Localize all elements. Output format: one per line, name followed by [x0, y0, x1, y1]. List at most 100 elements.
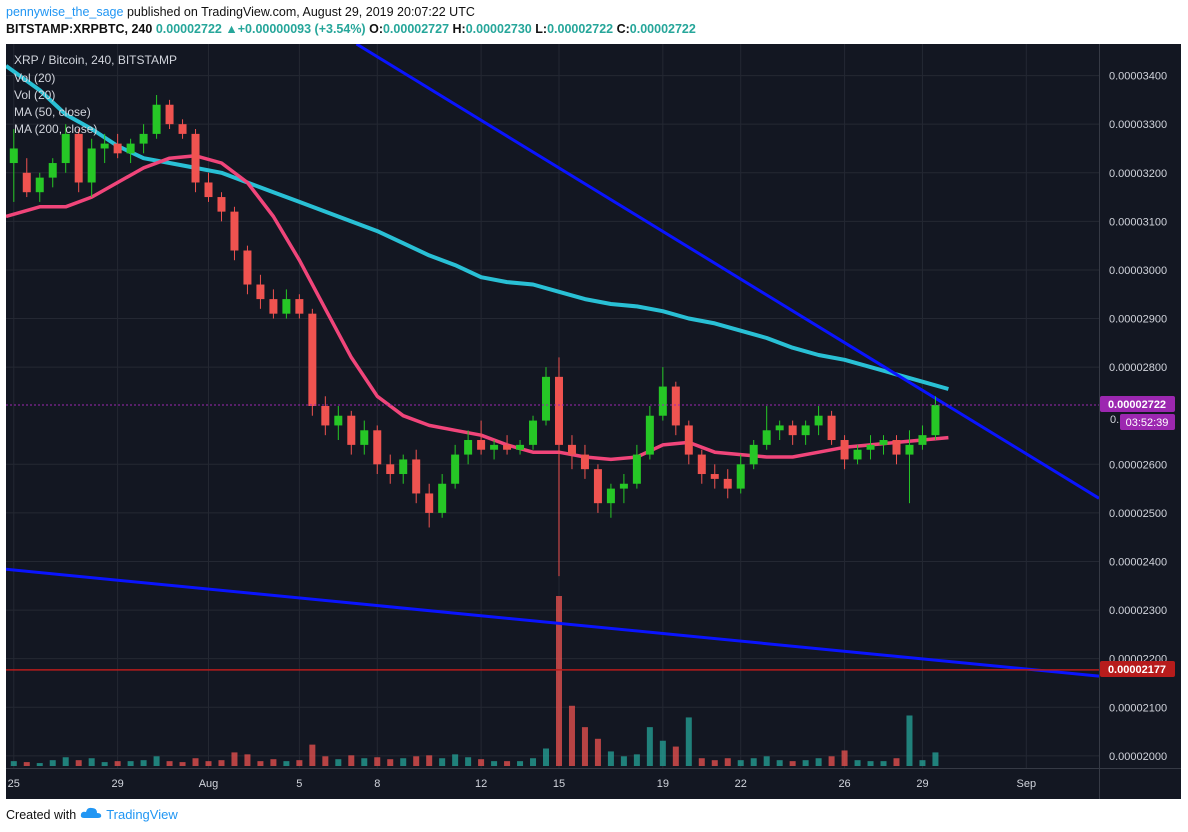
legend-vol-1: Vol (20) — [14, 71, 55, 85]
volume-bar — [88, 758, 95, 766]
tradingview-brand[interactable]: TradingView — [106, 807, 178, 822]
candle-body — [918, 435, 927, 445]
low-value: 0.00002722 — [547, 22, 614, 36]
volume-bar — [568, 705, 575, 766]
candle-body — [619, 483, 628, 489]
volume-bar — [179, 762, 186, 766]
volume-bar — [530, 758, 537, 766]
volume-bar — [763, 756, 770, 766]
volume-bar — [633, 754, 640, 766]
legend-vol-2: Vol (20) — [14, 88, 55, 102]
candle-body — [879, 440, 888, 445]
volume-bar — [711, 760, 718, 766]
volume-bar — [698, 758, 705, 766]
publish-header: pennywise_the_sage published on TradingV… — [6, 4, 475, 21]
volume-bar — [452, 754, 459, 766]
candle-body — [723, 478, 732, 489]
candle-body — [204, 182, 213, 198]
volume-bar — [231, 752, 238, 766]
candle-body — [658, 386, 667, 416]
volume-bar — [153, 756, 160, 766]
price-tick-label: 0.00002100 — [1109, 702, 1167, 714]
volume-bar — [244, 754, 251, 766]
price-levels — [6, 404, 1099, 671]
candle-body — [22, 172, 31, 193]
candle-body — [814, 415, 823, 426]
candle-body — [697, 454, 706, 475]
legend-ma200: MA (200, close) — [14, 122, 97, 136]
candle-body — [334, 415, 343, 426]
candle-body — [736, 464, 745, 489]
open-label: O: — [369, 22, 383, 36]
candle-body — [139, 133, 148, 144]
volume-bar — [620, 756, 627, 766]
volume-bar — [322, 756, 329, 766]
volume-bar — [724, 758, 731, 766]
volume-bars — [10, 596, 939, 766]
volume-bar — [426, 755, 433, 766]
candle-body — [360, 430, 369, 445]
price-axis[interactable]: 0.00003400 0.00003300 0.00003200 0.00003100… — [1109, 71, 1167, 763]
volume-bar — [205, 761, 212, 766]
volume-bar — [893, 758, 900, 766]
volume-bar — [867, 761, 874, 766]
volume-bar — [854, 760, 861, 766]
volume-bar — [387, 759, 394, 766]
candle-body — [762, 430, 771, 445]
author-link[interactable]: pennywise_the_sage — [6, 5, 124, 19]
candle-body — [269, 299, 278, 314]
volume-bar — [127, 761, 134, 766]
volume-bar — [335, 759, 342, 766]
chart-container[interactable]: 0.00003400 0.00003300 0.00003200 0.00003100… — [4, 42, 1181, 799]
candle-body — [295, 299, 304, 314]
chart-legend: XRP / Bitcoin, 240, BITSTAMP Vol (20) Vo… — [14, 53, 177, 136]
candle-body — [710, 474, 719, 479]
candle-body — [788, 425, 797, 436]
volume-bar — [685, 717, 692, 766]
volume-bar — [439, 758, 446, 766]
volume-bar — [49, 760, 56, 766]
change-arrow: ▲ — [225, 22, 238, 36]
time-tick-label: Sep — [1017, 778, 1037, 790]
support-tag-bg — [1100, 661, 1175, 677]
volume-bar — [374, 757, 381, 766]
candle-body — [503, 444, 512, 450]
price-chart[interactable]: 0.00003400 0.00003300 0.00003200 0.00003100… — [4, 42, 1181, 799]
candle-body — [853, 449, 862, 460]
candle-body — [230, 211, 239, 251]
price-tags: 0.00002722 0. 03:52:39 0.00002177 — [1100, 396, 1175, 677]
candle-body — [35, 177, 44, 193]
candle-body — [542, 376, 551, 421]
candle-body — [749, 444, 758, 465]
volume-bar — [555, 596, 562, 766]
time-tick-label: 19 — [657, 778, 669, 790]
volume-bar — [504, 761, 511, 766]
candle-body — [9, 148, 18, 164]
candle-body — [113, 143, 122, 154]
legend-ma50: MA (50, close) — [14, 105, 91, 119]
countdown-tag-bg — [1120, 414, 1175, 430]
candle-body — [451, 454, 460, 484]
change-value: +0.00000093 (+3.54%) — [237, 22, 366, 36]
volume-bar — [789, 761, 796, 766]
volume-bar — [166, 761, 173, 766]
time-axis[interactable]: 25 29 Aug 5 8 12 15 19 22 26 29 Sep — [8, 778, 1036, 790]
countdown-prefix: 0. — [1110, 414, 1119, 426]
candle-body — [425, 493, 434, 513]
candle-body — [931, 405, 940, 436]
candle-body — [516, 444, 525, 450]
candle-body — [567, 444, 576, 455]
close-value: 0.00002722 — [629, 22, 696, 36]
time-tick-label: 25 — [8, 778, 20, 790]
trendline-lower — [5, 567, 1100, 678]
candle-body — [412, 459, 421, 494]
time-tick-label: 15 — [553, 778, 565, 790]
price-value: 0.00002722 — [155, 22, 222, 36]
candle-body — [529, 420, 538, 445]
created-with-text: Created with — [6, 807, 77, 822]
candle-body — [632, 454, 641, 484]
candle-body — [684, 425, 693, 455]
candle-body — [282, 299, 291, 314]
volume-bar — [101, 762, 108, 766]
volume-bar — [218, 760, 225, 766]
